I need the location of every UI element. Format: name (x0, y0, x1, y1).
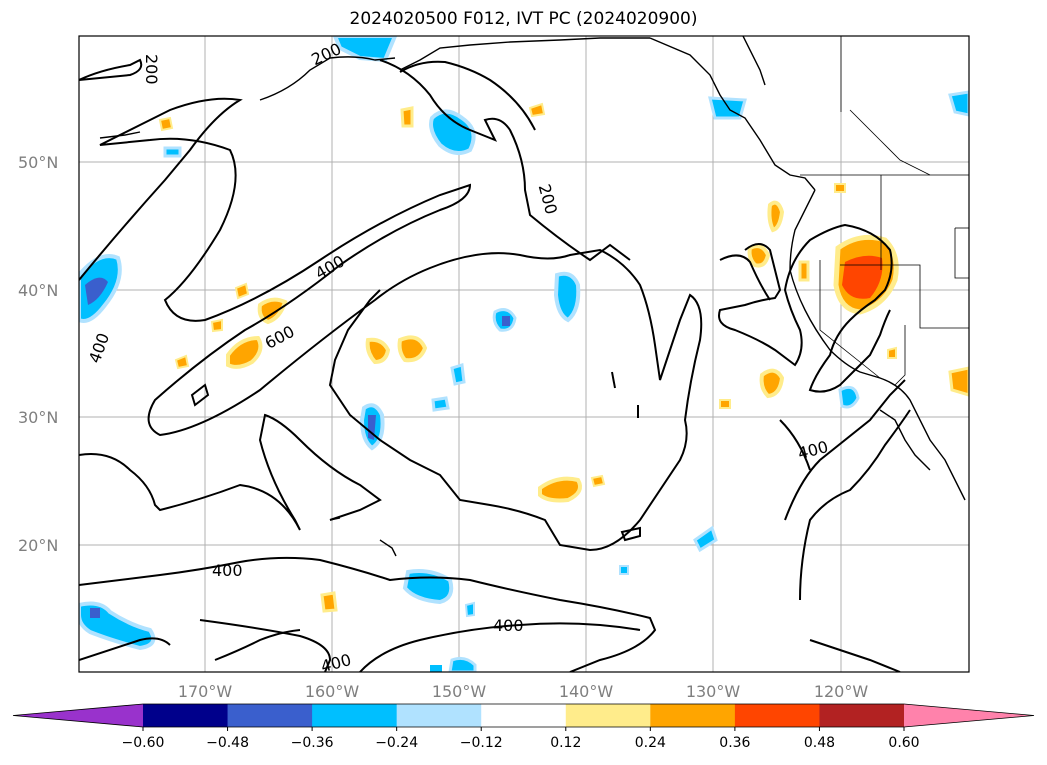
colorbar-segment (312, 704, 398, 727)
colorbar-tick-label: 0.60 (888, 735, 919, 751)
colorbar-tick-label: 0.24 (635, 735, 666, 751)
map-content (79, 36, 969, 672)
colorbar-tick-label: −0.60 (122, 735, 165, 751)
lat-label-40: 40°N (18, 281, 58, 300)
colorbar-tick-label: −0.36 (291, 735, 334, 751)
colorbar-segment (396, 704, 482, 727)
political-borders (800, 36, 969, 386)
colorbar-extend-high (904, 704, 1034, 727)
lat-label-30: 30°N (18, 408, 58, 427)
map-frame (78, 35, 970, 673)
colorbar-segment (565, 704, 651, 727)
latitude-labels: 50°N 40°N 30°N 20°N (18, 153, 58, 555)
lon-label-130w: 130°W (686, 682, 741, 701)
lon-label-170w: 170°W (178, 682, 233, 701)
lon-label-160w: 160°W (305, 682, 360, 701)
colorbar-tick-label: 0.48 (804, 735, 835, 751)
colorbar-segment (734, 704, 820, 727)
colorbar-tick-label: −0.48 (206, 735, 249, 751)
gridlines (79, 36, 969, 672)
coastlines (99, 36, 966, 557)
longitude-labels: 170°W 160°W 150°W 140°W 130°W 120°W (178, 682, 869, 701)
lon-label-140w: 140°W (559, 682, 614, 701)
contour-label: 400 (212, 561, 243, 580)
colorbar-tick-label: −0.12 (460, 735, 503, 751)
contour-label: 400 (493, 616, 524, 635)
negative-anomalies (79, 36, 969, 672)
colorbar-segment (227, 704, 313, 727)
lon-label-150w: 150°W (432, 682, 487, 701)
lat-label-20: 20°N (18, 536, 58, 555)
colorbar-segment (650, 704, 736, 727)
map-title: 2024020500 F012, IVT PC (2024020900) (349, 9, 698, 29)
colorbar-segment (481, 704, 567, 727)
colorbar: −0.60 −0.48 −0.36 −0.24 −0.12 0.12 0.24 0.36 0.4… (12, 703, 1035, 751)
lat-label-50: 50°N (18, 153, 58, 172)
colorbar-tick-label: 0.36 (719, 735, 750, 751)
lon-label-120w: 120°W (814, 682, 869, 701)
colorbar-tick-label: 0.12 (550, 735, 581, 751)
colorbar-tick-label: −0.24 (375, 735, 418, 751)
colorbar-segment (819, 704, 905, 727)
ivt-contours (79, 58, 911, 672)
colorbar-extend-low (13, 704, 143, 727)
colorbar-segment (143, 704, 229, 727)
contour-label: 200 (142, 54, 161, 85)
